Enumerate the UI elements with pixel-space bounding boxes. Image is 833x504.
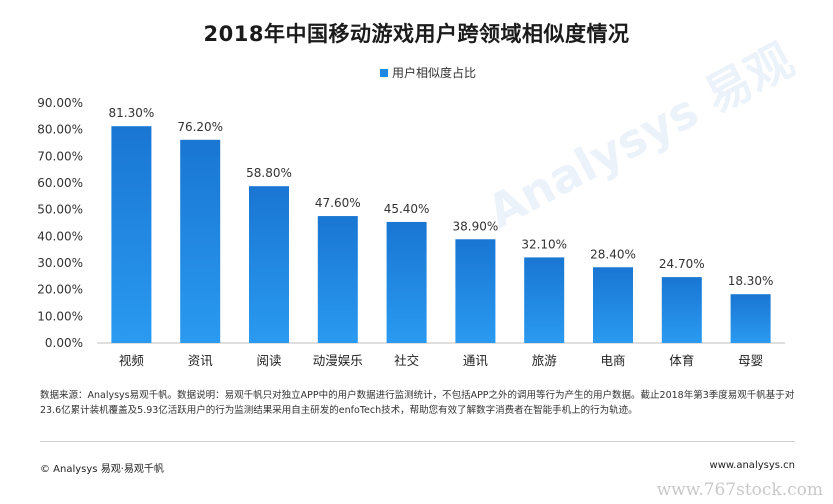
data-label: 18.30% <box>728 274 774 288</box>
bar <box>249 186 289 343</box>
data-label: 47.60% <box>315 196 361 210</box>
bar-chart: 0.00% 10.00% 20.00% 30.00% 40.00% 50.00% 60.00… <box>37 96 785 368</box>
x-tick-label: 通讯 <box>463 353 489 368</box>
chart-title: 2018年中国移动游戏用户跨领域相似度情况 <box>203 22 630 46</box>
data-label: 76.20% <box>177 120 223 134</box>
website-link[interactable]: www.analysys.cn <box>709 460 795 471</box>
x-tick-label: 社交 <box>394 353 419 368</box>
data-source-note: 数据来源：Analysys易观千帆。数据说明：易观千帆只对独立APP中的用户数据… <box>40 390 795 416</box>
y-tick-label: 10.00% <box>37 309 83 323</box>
data-label: 28.40% <box>590 247 636 261</box>
y-tick-label: 80.00% <box>37 123 83 137</box>
y-tick-label: 20.00% <box>37 283 83 297</box>
data-label: 45.40% <box>384 202 430 216</box>
x-tick-label: 资讯 <box>188 353 214 368</box>
y-tick-label: 40.00% <box>37 229 83 243</box>
x-tick-label: 电商 <box>600 353 625 368</box>
bar <box>524 257 565 343</box>
bar <box>661 277 702 343</box>
y-tick-label: 70.00% <box>37 149 83 163</box>
bar <box>593 267 633 343</box>
legend-label: 用户相似度占比 <box>392 66 477 80</box>
data-label: 32.10% <box>521 237 567 251</box>
y-tick-label: 30.00% <box>37 256 83 270</box>
y-tick-label: 90.00% <box>37 96 83 110</box>
bar <box>111 126 152 343</box>
y-tick-label: 60.00% <box>37 176 83 190</box>
copyright: © Analysys 易观·易观千帆 <box>40 464 164 475</box>
x-tick-label: 体育 <box>669 353 694 368</box>
x-tick-label: 阅读 <box>256 353 281 368</box>
bar <box>180 139 221 343</box>
bar <box>730 294 771 343</box>
data-label: 58.80% <box>246 166 292 180</box>
data-label: 81.30% <box>109 106 155 120</box>
x-tick-label: 母婴 <box>738 353 763 368</box>
y-tick-label: 0.00% <box>45 336 83 350</box>
y-tick-label: 50.00% <box>37 203 83 217</box>
bar <box>386 221 427 343</box>
data-label: 24.70% <box>659 257 705 271</box>
legend-swatch <box>380 68 388 77</box>
site-stamp: www.767stock.com <box>656 480 823 500</box>
bar <box>455 239 496 343</box>
x-tick-label: 动漫娱乐 <box>313 353 363 368</box>
x-tick-label: 视频 <box>119 353 145 368</box>
legend: 用户相似度占比 <box>380 64 476 81</box>
bar <box>317 216 358 343</box>
x-tick-label: 旅游 <box>532 353 558 368</box>
data-label: 38.90% <box>453 219 499 233</box>
footer-divider <box>40 441 795 442</box>
